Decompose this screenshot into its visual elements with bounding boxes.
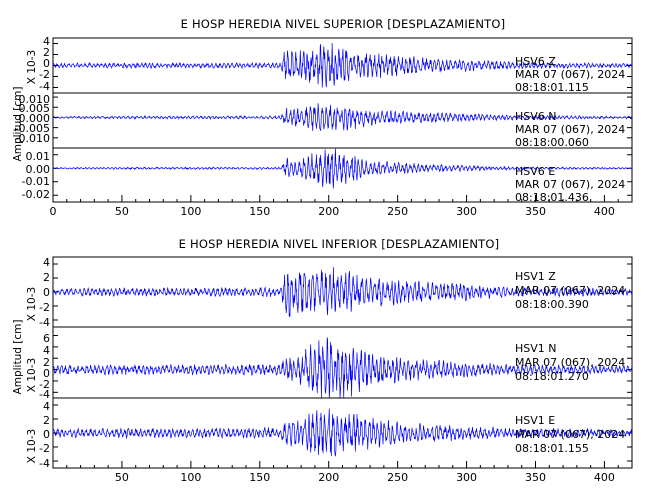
y-tick-label: -0.01 bbox=[22, 175, 50, 188]
date-label: MAR 07 (067), 2024 bbox=[515, 356, 625, 369]
station-label: HSV1 Z bbox=[515, 270, 556, 283]
waveform-line bbox=[52, 267, 633, 317]
time-label: 08:18:00.390 bbox=[515, 298, 589, 311]
trace-hsv6-n: 0.010 0.005 0.000 -0.005 -0.010 HSV6 N M… bbox=[15, 92, 633, 149]
panel-superior: E HOSP HEREDIA NIVEL SUPERIOR [DESPLAZAM… bbox=[12, 17, 633, 218]
x-tick-label: 350 bbox=[525, 205, 546, 218]
y-tick-label: 0 bbox=[43, 367, 50, 380]
time-label: 08:18:01.115 bbox=[515, 81, 589, 94]
x-tick-label: 50 bbox=[115, 471, 129, 484]
panel-inferior: E HOSP HEREDIA NIVEL INFERIOR [DESPLAZAM… bbox=[12, 237, 633, 484]
y-tick-label: -2 bbox=[39, 378, 50, 391]
date-label: MAR 07 (067), 2024 bbox=[515, 284, 625, 297]
trace-hsv1-e: 4 2 0 -2 -4 HSV1 E MAR 07 (067), 2024 08… bbox=[39, 397, 633, 470]
y-tick-label: 0.01 bbox=[26, 150, 51, 163]
y-tick-label: 4 bbox=[43, 256, 50, 269]
x-tick-label: 300 bbox=[456, 205, 477, 218]
x-tick-label: 150 bbox=[249, 205, 270, 218]
x-tick-label: 200 bbox=[318, 471, 339, 484]
y-tick-label: -0.010 bbox=[15, 132, 50, 145]
y-tick-label: -0.005 bbox=[15, 122, 50, 135]
x-tick-label: 0 bbox=[50, 205, 57, 218]
y-tick-label: -4 bbox=[39, 457, 50, 470]
y-tick-label: 0 bbox=[43, 428, 50, 441]
x-axis: 50 100 150 200 250 300 350 400 bbox=[52, 461, 633, 484]
station-label: HSV6 Z bbox=[515, 55, 556, 68]
y-tick-label: 0 bbox=[43, 286, 50, 299]
time-label: 08:18:01.270 bbox=[515, 370, 589, 383]
x-axis: 0 50 100 150 200 250 300 350 400 bbox=[50, 195, 633, 218]
station-label: HSV1 E bbox=[515, 414, 555, 427]
y-tick-label: -0.02 bbox=[22, 188, 50, 201]
x-tick-label: 300 bbox=[456, 471, 477, 484]
x-tick-label: 400 bbox=[594, 471, 615, 484]
waveform-line bbox=[52, 42, 633, 88]
y-tick-label: 0.005 bbox=[19, 102, 51, 115]
trace-hsv6-z: 4 2 0 -2 -4 HSV6 Z MAR 07 (067), 2024 08… bbox=[39, 35, 633, 94]
scale-label: X 10-3 bbox=[26, 358, 38, 392]
waveform-line bbox=[53, 337, 633, 399]
y-tick-label: 0.010 bbox=[19, 93, 51, 106]
y-tick-label: -2 bbox=[39, 442, 50, 455]
x-tick-label: 150 bbox=[249, 471, 270, 484]
station-label: HSV1 N bbox=[515, 342, 557, 355]
y-axis-label: Amplitud [cm] bbox=[12, 320, 24, 395]
y-tick-label: -4 bbox=[39, 316, 50, 329]
time-label: 08:18:00.060 bbox=[515, 136, 589, 149]
y-tick-label: 2 bbox=[43, 46, 50, 59]
trace-hsv1-z: 4 2 0 -2 -4 HSV1 Z MAR 07 (067), 2024 08… bbox=[39, 256, 633, 329]
date-label: MAR 07 (067), 2024 bbox=[515, 123, 625, 136]
date-label: MAR 07 (067), 2024 bbox=[515, 68, 625, 81]
y-tick-label: -4 bbox=[39, 80, 50, 93]
station-label: HSV6 N bbox=[515, 110, 557, 123]
x-tick-label: 50 bbox=[115, 205, 129, 218]
y-tick-label: 0.000 bbox=[19, 112, 51, 125]
x-tick-label: 250 bbox=[387, 205, 408, 218]
x-tick-label: 200 bbox=[318, 205, 339, 218]
date-label: MAR 07 (067), 2024 bbox=[515, 428, 625, 441]
date-label: MAR 07 (067), 2024 bbox=[515, 178, 625, 191]
y-axis-label: Amplitud [cm] bbox=[12, 87, 24, 162]
y-tick-label: 2 bbox=[43, 414, 50, 427]
y-tick-label: -2 bbox=[39, 301, 50, 314]
time-label: 08:18:01.155 bbox=[515, 442, 589, 455]
scale-label: X 10-3 bbox=[26, 50, 38, 84]
x-tick-label: 100 bbox=[180, 471, 201, 484]
y-tick-label: 2 bbox=[43, 271, 50, 284]
scale-label: X 10-3 bbox=[26, 287, 38, 321]
y-tick-label: 2 bbox=[43, 356, 50, 369]
y-tick-label: -4 bbox=[39, 388, 50, 401]
x-tick-label: 100 bbox=[180, 205, 201, 218]
y-tick-label: 4 bbox=[43, 35, 50, 48]
waveform-line bbox=[52, 148, 633, 189]
station-label: HSV6 E bbox=[515, 165, 555, 178]
x-tick-label: 350 bbox=[525, 471, 546, 484]
y-tick-label: 0 bbox=[43, 57, 50, 70]
scale-label: X 10-3 bbox=[26, 429, 38, 463]
trace-hsv1-n: 6 4 2 0 -2 -4 HSV1 N MAR 07 (067), 2024 … bbox=[39, 326, 633, 401]
time-label: 08:18:01.436 bbox=[515, 191, 589, 204]
y-tick-label: -2 bbox=[39, 68, 50, 81]
panel-title: E HOSP HEREDIA NIVEL INFERIOR [DESPLAZAM… bbox=[179, 237, 500, 251]
x-tick-label: 400 bbox=[594, 205, 615, 218]
trace-hsv6-e: 0.01 0.00 -0.01 -0.02 HSV6 E MAR 07 (067… bbox=[22, 147, 633, 204]
y-tick-label: 6 bbox=[43, 332, 50, 345]
y-tick-label: 4 bbox=[43, 344, 50, 357]
waveform-line bbox=[52, 408, 633, 457]
y-tick-label: 0.00 bbox=[26, 163, 51, 176]
panel-title: E HOSP HEREDIA NIVEL SUPERIOR [DESPLAZAM… bbox=[181, 17, 506, 31]
x-tick-label: 250 bbox=[387, 471, 408, 484]
y-tick-label: 4 bbox=[43, 400, 50, 413]
waveform-line bbox=[52, 103, 633, 132]
